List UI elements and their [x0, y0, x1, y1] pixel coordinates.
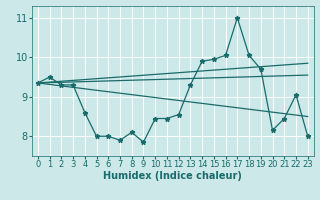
X-axis label: Humidex (Indice chaleur): Humidex (Indice chaleur) [103, 171, 242, 181]
